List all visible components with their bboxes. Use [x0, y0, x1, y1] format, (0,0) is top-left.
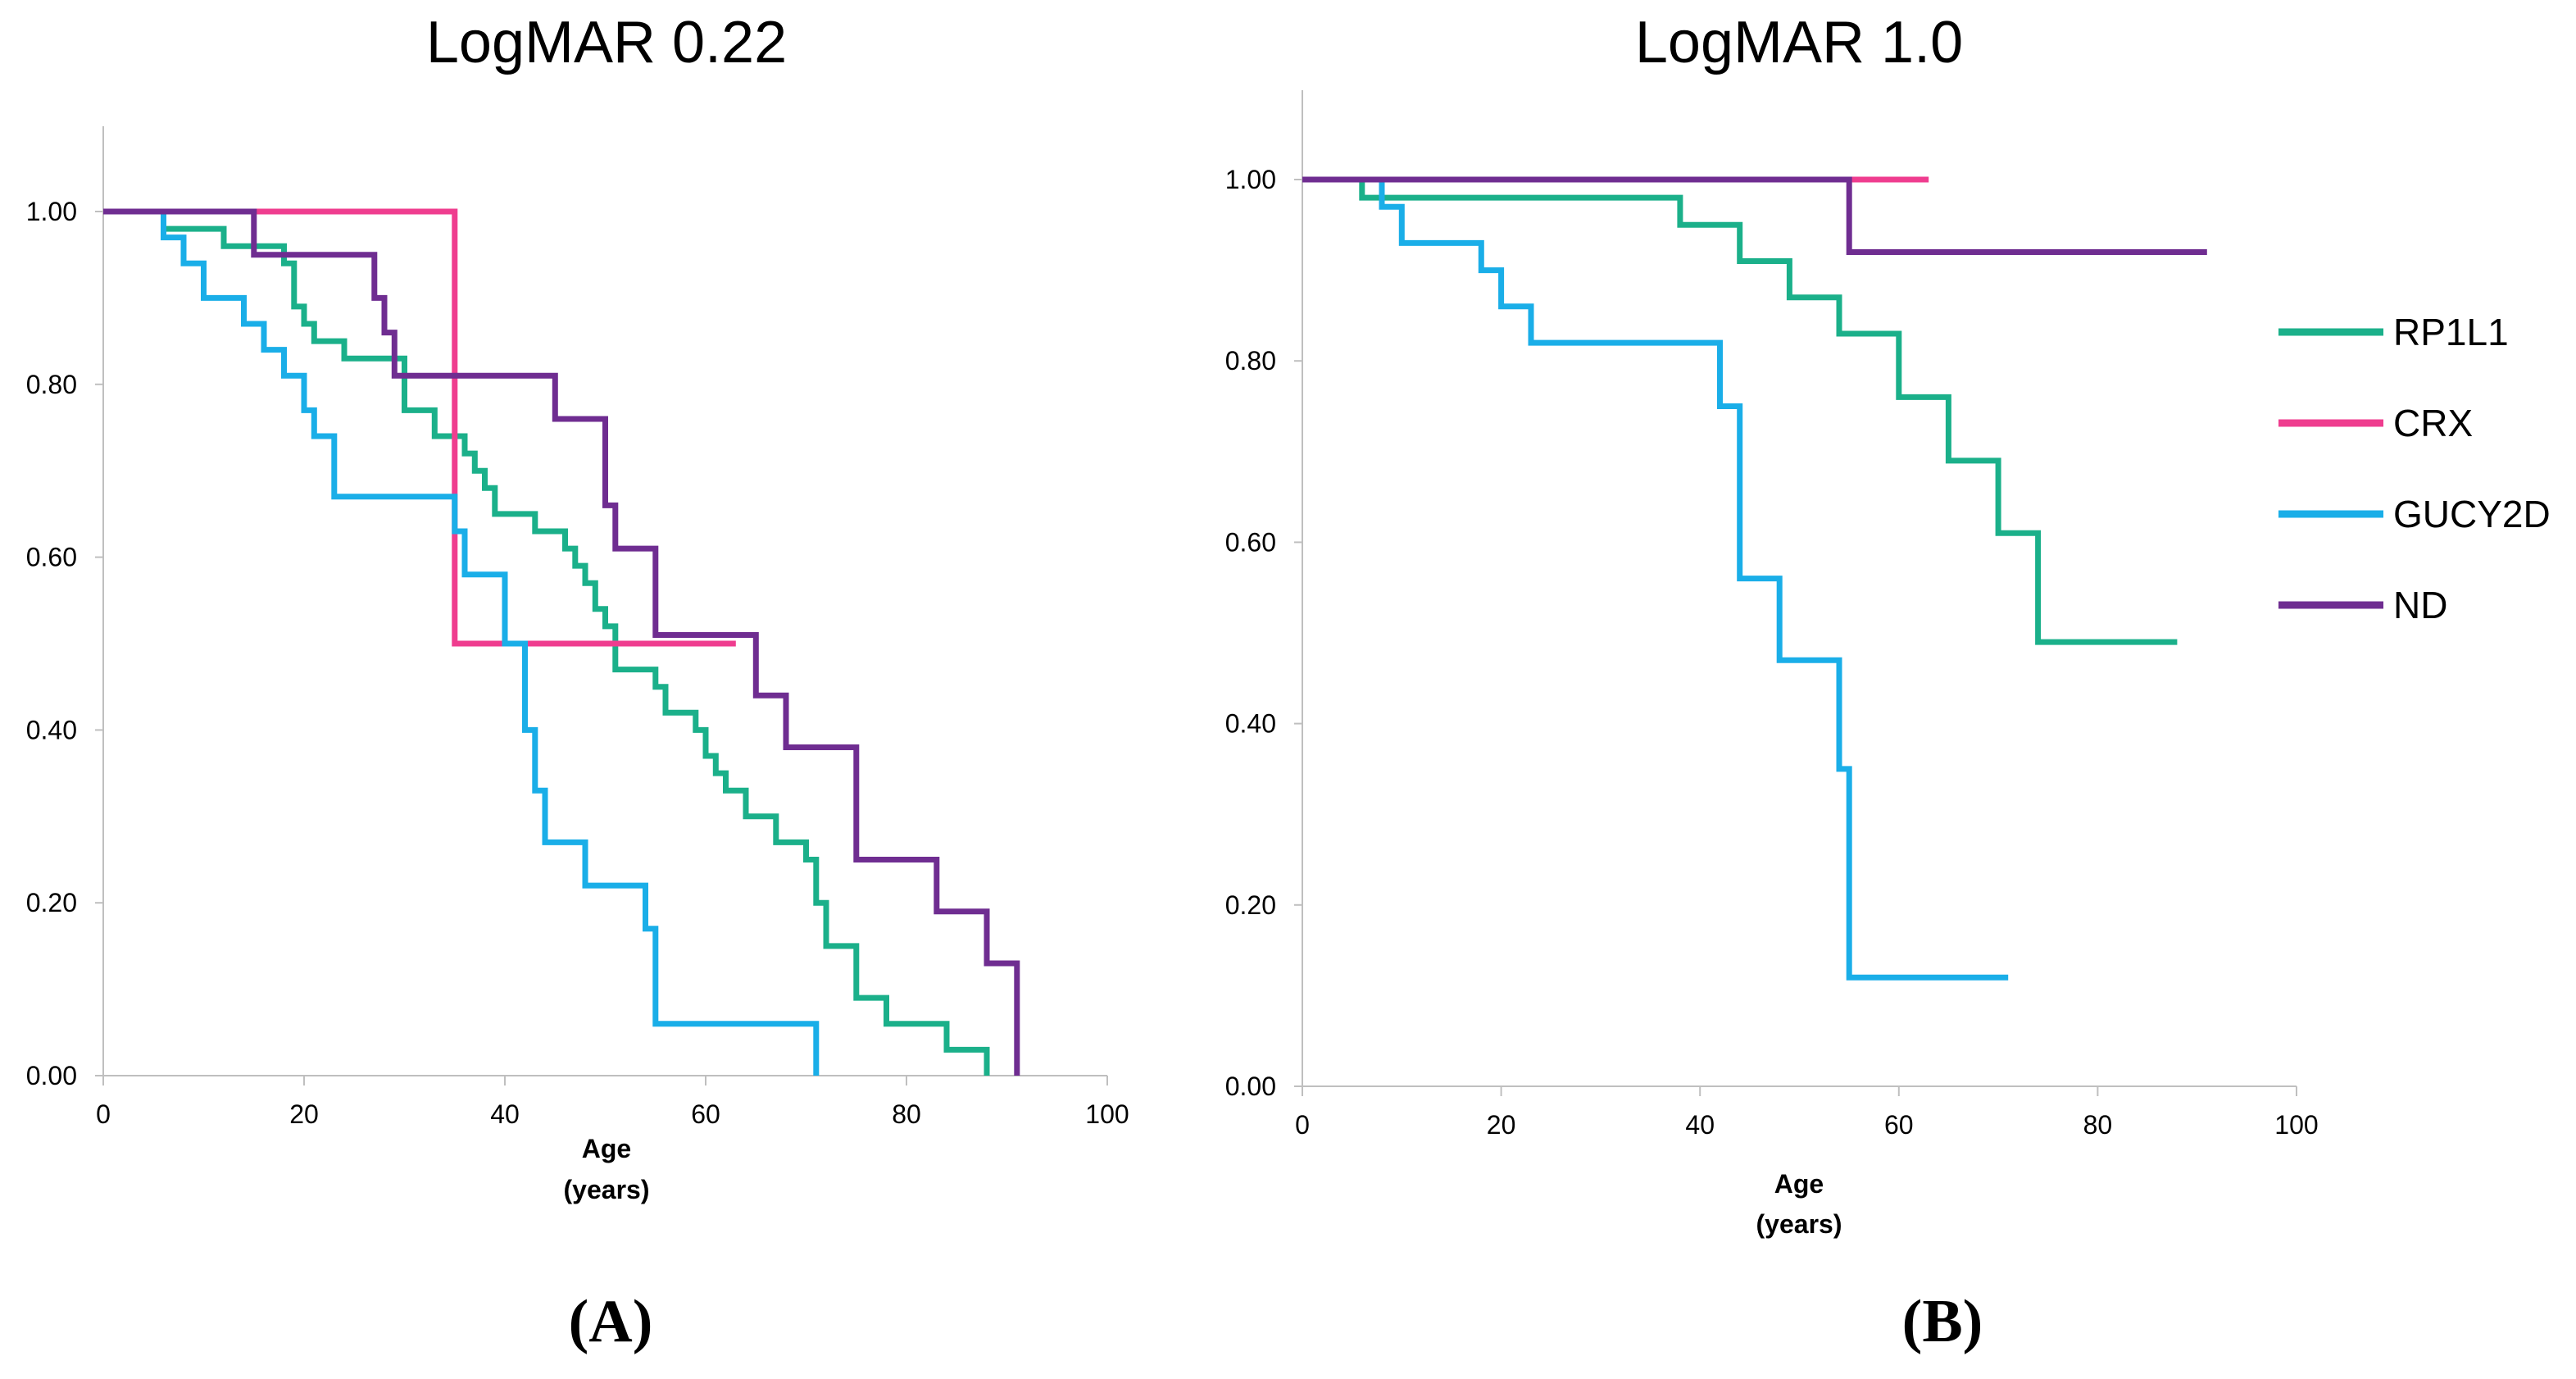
panel-b-chart: LogMAR 1.0 0.00 0.20 0.40 0.60 0.80 1.00 0 20 40 6… [1225, 10, 2319, 1355]
x-tick-label: 100 [1085, 1099, 1129, 1129]
x-tick-label: 20 [1487, 1110, 1516, 1140]
series-line-crx-a [103, 208, 736, 647]
legend-label-crx: CRX [2393, 402, 2473, 444]
x-tick-label: 40 [1685, 1110, 1715, 1140]
y-tick-label: 0.80 [1225, 346, 1276, 375]
x-tick-label: 60 [691, 1099, 720, 1129]
y-tick-label: 0.80 [26, 370, 77, 399]
y-tick-label: 0.60 [1225, 527, 1276, 557]
x-tick-label: 0 [96, 1099, 111, 1129]
panel-a-chart: LogMAR 0.22 0.00 0.20 0.40 0.60 0.80 1.00 0 20 40… [26, 10, 1129, 1355]
series-line-gucy2d-b [1302, 176, 2009, 981]
x-tick-label: 60 [1884, 1110, 1914, 1140]
x-tick-label: 40 [490, 1099, 520, 1129]
legend-label-nd: ND [2393, 584, 2447, 626]
y-tick-label: 1.00 [26, 197, 77, 226]
y-tick-label: 0.00 [1225, 1072, 1276, 1101]
x-axis-label: Age [582, 1134, 631, 1163]
chart-title: LogMAR 0.22 [426, 10, 787, 75]
x-axis-unit-label: (years) [1756, 1209, 1842, 1239]
x-tick-label: 100 [2274, 1110, 2318, 1140]
y-tick-label: 0.60 [26, 543, 77, 572]
x-axis-unit-label: (years) [564, 1175, 650, 1204]
x-tick-label: 0 [1295, 1110, 1310, 1140]
legend-label-rp1l1: RP1L1 [2393, 311, 2509, 353]
x-tick-label: 80 [2083, 1110, 2113, 1140]
y-tick-label: 0.20 [26, 888, 77, 917]
series-line-rp1l1-a [103, 208, 990, 1076]
y-tick-label: 1.00 [1225, 165, 1276, 194]
x-tick-label: 20 [289, 1099, 319, 1129]
x-axis-label: Age [1774, 1169, 1824, 1199]
y-tick-label: 0.40 [26, 715, 77, 744]
x-tick-label: 80 [892, 1099, 921, 1129]
legend: RP1L1 CRX GUCY2D ND [2278, 311, 2551, 626]
panel-label: (A) [569, 1288, 653, 1355]
y-tick-label: 0.00 [26, 1061, 77, 1090]
series-line-gucy2d-a [103, 208, 820, 1076]
series-line-rp1l1-b [1302, 176, 2178, 645]
panel-label: (B) [1902, 1288, 1983, 1355]
series-line-nd-b [1302, 176, 2207, 255]
chart-title: LogMAR 1.0 [1635, 10, 1963, 75]
legend-label-gucy2d: GUCY2D [2393, 493, 2551, 535]
y-tick-label: 0.40 [1225, 709, 1276, 739]
series-line-nd-a [103, 208, 1020, 1076]
y-tick-label: 0.20 [1225, 890, 1276, 920]
